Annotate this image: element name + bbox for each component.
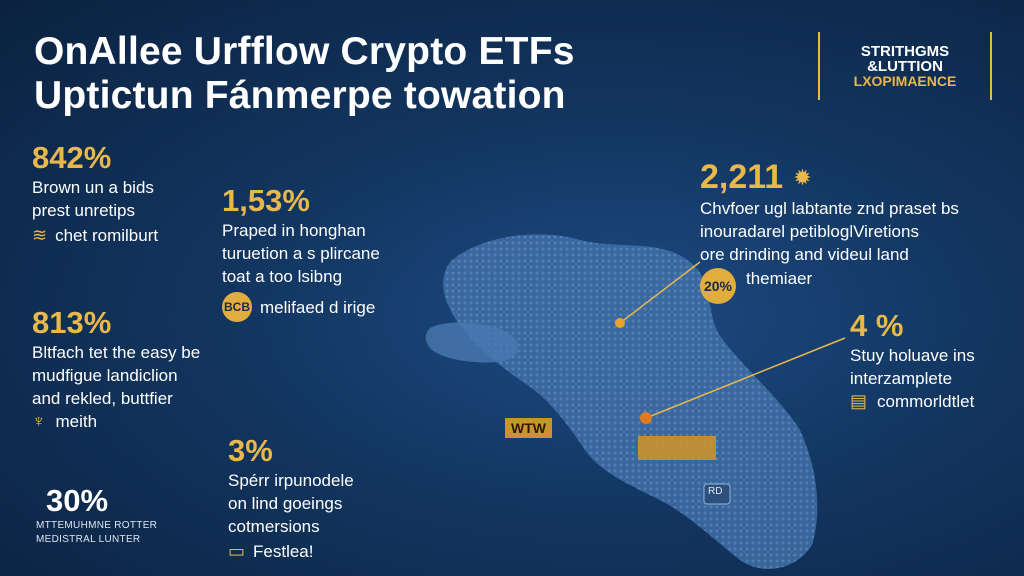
stat-value: 3% [228, 433, 273, 468]
stat-line: Spérr irpunodele [228, 471, 354, 490]
stat-line: Stuy holuave ins [850, 346, 975, 365]
stat-value: 30% [46, 483, 109, 518]
stat-line: turuetion a s plircane [222, 244, 380, 263]
document-icon: ▤ [850, 391, 868, 411]
stat-line: MEDISTRAL LUNTER [36, 534, 141, 545]
stat-block-7: 4 % Stuy holuave ins interzamplete ▤ com… [850, 308, 1020, 413]
stat-icon-label: meith [55, 412, 98, 431]
stat-block-4: 3% Spérr irpunodele on lind goeings cotm… [228, 433, 428, 563]
folder-icon: ▭ [228, 541, 246, 561]
connector-line-2 [645, 337, 846, 419]
stat-line: on lind goeings [228, 494, 343, 513]
stat-value: 813% [32, 305, 112, 340]
map-landmass-west [425, 322, 519, 363]
stat-line: Brown un a bids [32, 178, 154, 197]
torch-icon: ♆ [32, 411, 46, 431]
stat-line: toat a too lsibng [222, 267, 343, 286]
stat-line: and rekled, buttfier [32, 389, 173, 408]
stat-line: MTTEMUHMNE ROTTER [36, 520, 158, 531]
stat-block-1: 842% Brown un a bids prest unretips ≋ ch… [32, 140, 232, 247]
stat-value: 1,53% [222, 183, 310, 218]
stat-block-6: 2,211 ✹ Chvfoer ugl labtante znd praset … [700, 158, 1000, 304]
coin-icon: BCB [222, 292, 252, 322]
stat-value: 842% [32, 140, 112, 175]
stat-line: prest unretips [32, 201, 135, 220]
title-line-1: OnAllee Urfflow Crypto ETFs [34, 30, 575, 73]
stat-value: 2,211 [700, 158, 784, 196]
brand-logo: STRITHGMS &LUTTION LXOPIMAENCE [818, 32, 992, 100]
stat-line: inouradarel petibloglViretions [700, 222, 919, 241]
stat-block-2: 1,53% Praped in honghan turuetion a s pl… [222, 183, 422, 322]
stat-line: Chvfoer ugl labtante znd praset bs [700, 199, 959, 218]
connector-dot-2 [640, 412, 652, 424]
connector-line-1 [619, 261, 701, 324]
stat-line: Bltfach tet the easy be [32, 343, 201, 362]
stat-line: cotmersions [228, 517, 320, 536]
stat-icon-label: Festlea! [253, 542, 314, 561]
percent-coin-icon: 20% [700, 268, 736, 304]
stat-line: ore drinding and videul land [700, 245, 909, 264]
stat-line: Praped in honghan [222, 221, 366, 240]
logo-line-2: &LUTTION [867, 57, 943, 75]
map-marker-3: RD [708, 486, 723, 497]
connector-dot-1 [615, 318, 625, 328]
stat-block-5: 30% MTTEMUHMNE ROTTER MEDISTRAL LUNTER [36, 483, 216, 547]
stat-icon-label: melifaed d irige [260, 297, 376, 317]
stat-block-3: 813% Bltfach tet the easy be mudfigue la… [32, 305, 242, 433]
stat-line: mudfigue landiclion [32, 366, 178, 385]
map-marker-box-2 [638, 436, 716, 460]
wifi-icon: ≋ [32, 225, 48, 245]
lion-icon: ✹ [793, 164, 812, 190]
logo-line-1: STRITHGMS [860, 42, 950, 60]
stat-icon-label: chet romilburt [55, 226, 159, 245]
stat-value: 4 % [850, 308, 904, 343]
stat-icon-label: themiaer [746, 268, 813, 288]
map-marker-box-3 [703, 483, 731, 505]
title-line-2: Uptictun Fánmerpe towation [34, 74, 566, 117]
map-marker-1: WTW [505, 418, 552, 438]
logo-line-3: LXOPIMAENCE [853, 72, 957, 89]
stat-line: interzamplete [850, 369, 953, 388]
page-title: OnAllee Urfflow Crypto ETFs Uptictun Fán… [34, 30, 575, 118]
stat-icon-label: commorldtlet [877, 392, 975, 411]
